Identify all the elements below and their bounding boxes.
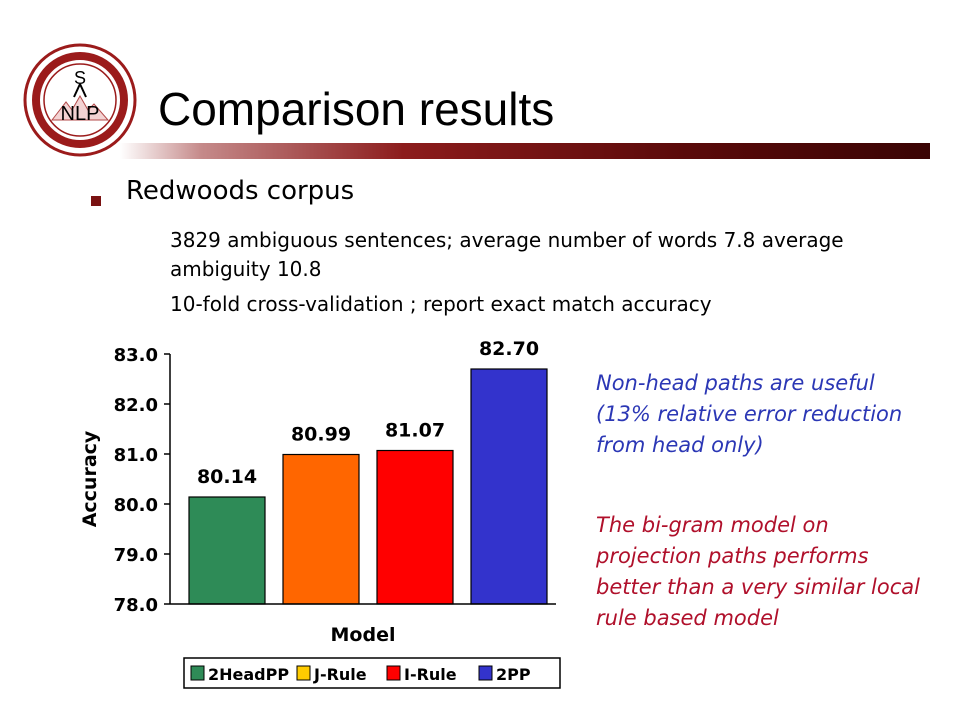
legend-swatch [190,665,205,681]
bar-j-rule [282,453,360,605]
legend-label: J-Rule [313,665,367,684]
y-tick-label: 78.0 [114,595,158,616]
logo-letters-nlp: NLP [61,103,100,125]
bar-value-label: 81.07 [385,420,445,442]
accuracy-bar-chart: 78.0 79.0 80.0 81.0 82.0 83.0 80.14 80.99 81.07… [70,332,580,694]
stanford-nlp-logo: S NLP [22,42,138,158]
bar-value-label: 82.70 [479,338,539,360]
legend-label: 2PP [496,665,531,684]
y-tick-label: 80.0 [114,495,158,516]
y-tick-label: 79.0 [114,545,158,566]
bullet-redwoods-corpus: Redwoods corpus [126,176,355,206]
bullet-square-icon [91,196,101,206]
bar-2pp [470,368,548,605]
page-title: Comparison results [158,83,555,135]
bar-i-rule [376,449,454,605]
title-underline-bar [120,143,930,159]
legend-box [183,657,561,689]
legend-label: I-Rule [404,665,457,684]
chart-svg: 78.0 79.0 80.0 81.0 82.0 83.0 80.14 80.99 81.07… [79,338,561,689]
legend-swatch [478,665,493,681]
bar-value-label: 80.99 [291,424,351,446]
legend-swatch [386,665,401,681]
y-tick-label: 82.0 [114,395,158,416]
sub-bullet-cross-validation: 10-fold cross-validation ; report exact … [170,292,712,316]
y-tick-label: 81.0 [114,445,158,466]
bar-2headpp [188,496,266,605]
y-tick-label: 83.0 [114,345,158,366]
legend-swatch [296,665,311,681]
legend-label: 2HeadPP [208,665,289,684]
logo-seal-icon: S NLP [23,43,137,157]
note-non-head-paths: Non-head paths are useful (13% relative … [596,371,903,457]
sub-bullet-corpus-stats: 3829 ambiguous sentences; average number… [170,228,844,281]
x-axis-title: Model [331,624,396,646]
bar-value-label: 80.14 [197,466,257,488]
y-axis-title: Accuracy [79,430,101,527]
note-bigram-model: The bi-gram model on projection paths pe… [596,513,920,630]
logo-letter-s: S [74,68,86,88]
